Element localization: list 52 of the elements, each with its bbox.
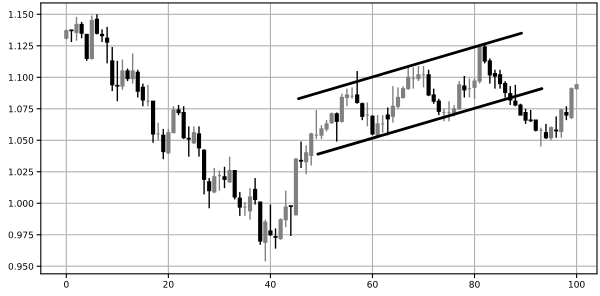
y-tick-label: 1.000 bbox=[9, 200, 34, 207]
x-tick-label: 100 bbox=[568, 280, 585, 288]
candlestick bbox=[192, 126, 196, 145]
candlestick bbox=[120, 58, 125, 91]
candlestick bbox=[298, 140, 304, 169]
candlestick bbox=[80, 21, 84, 39]
candlestick bbox=[462, 75, 466, 98]
candlestick bbox=[105, 26, 110, 64]
y-tick-label: 1.125 bbox=[9, 42, 34, 50]
candlestick bbox=[544, 123, 548, 140]
y-tick-label: 1.100 bbox=[9, 74, 34, 81]
y-tick-label: 0.950 bbox=[8, 262, 34, 270]
candlestick bbox=[268, 204, 273, 237]
candlestick bbox=[559, 108, 564, 138]
candlestick bbox=[554, 116, 558, 138]
candlestick bbox=[100, 28, 104, 43]
candlestick bbox=[74, 16, 79, 42]
candlestick bbox=[334, 112, 339, 142]
candlestick bbox=[161, 128, 166, 160]
candlestick bbox=[84, 33, 89, 62]
candlestick bbox=[212, 167, 216, 194]
candlestick bbox=[330, 112, 334, 125]
candlestick bbox=[228, 156, 232, 184]
x-tick-label: 40 bbox=[265, 280, 276, 288]
candlestick bbox=[94, 14, 100, 36]
candlestick bbox=[207, 177, 212, 209]
candlestick bbox=[548, 126, 554, 141]
candlestick bbox=[370, 114, 375, 136]
y-tick-label: 1.050 bbox=[9, 137, 34, 144]
y-tick-label: 1.150 bbox=[9, 11, 34, 18]
candlestick bbox=[564, 106, 568, 121]
candlestick bbox=[130, 52, 135, 84]
candlestick bbox=[263, 218, 268, 262]
x-tick-label: 80 bbox=[469, 280, 480, 288]
x-tick-label: 20 bbox=[163, 280, 174, 288]
candlestick bbox=[238, 191, 242, 217]
candlestick bbox=[273, 228, 278, 250]
candlestick bbox=[125, 68, 130, 82]
candlestick bbox=[288, 205, 293, 237]
candlestick bbox=[375, 114, 380, 136]
y-tick-label: 1.025 bbox=[9, 168, 34, 176]
candlestick bbox=[253, 177, 258, 206]
y-tick-label: 0.975 bbox=[8, 231, 34, 238]
candlestick bbox=[360, 102, 364, 121]
candlestick bbox=[248, 187, 252, 220]
candlestick bbox=[222, 166, 227, 189]
candlestick bbox=[196, 126, 202, 158]
y-tick-label: 1.075 bbox=[9, 106, 34, 112]
x-tick-label: 60 bbox=[367, 280, 378, 288]
candlestick bbox=[64, 28, 68, 40]
x-tick-label: 0 bbox=[64, 280, 69, 288]
candlestick bbox=[69, 28, 74, 43]
